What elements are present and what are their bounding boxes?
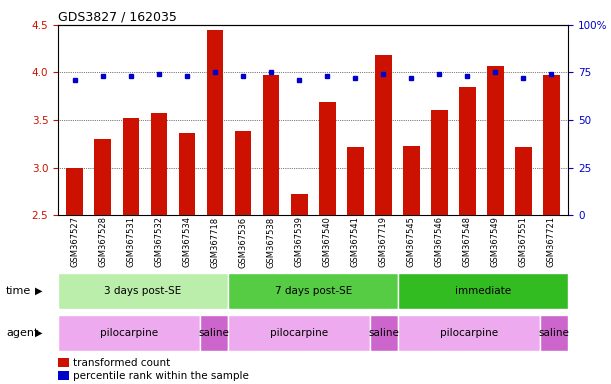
Bar bbox=[228, 273, 398, 309]
Bar bbox=[95, 139, 111, 215]
Bar bbox=[515, 147, 532, 215]
Text: time: time bbox=[6, 286, 31, 296]
Bar bbox=[403, 146, 420, 215]
Bar bbox=[540, 315, 568, 351]
Text: ▶: ▶ bbox=[35, 328, 43, 338]
Bar bbox=[459, 87, 476, 215]
Bar bbox=[58, 273, 228, 309]
Text: agent: agent bbox=[6, 328, 38, 338]
Text: pilocarpine: pilocarpine bbox=[100, 328, 158, 338]
Bar bbox=[487, 66, 503, 215]
Text: immediate: immediate bbox=[455, 286, 511, 296]
Bar bbox=[263, 75, 279, 215]
Bar bbox=[228, 315, 370, 351]
Bar bbox=[291, 194, 307, 215]
Bar bbox=[543, 75, 560, 215]
Text: 7 days post-SE: 7 days post-SE bbox=[274, 286, 352, 296]
Text: GDS3827 / 162035: GDS3827 / 162035 bbox=[58, 11, 177, 24]
Bar bbox=[200, 315, 228, 351]
Bar bbox=[123, 118, 139, 215]
Text: percentile rank within the sample: percentile rank within the sample bbox=[73, 371, 249, 381]
Bar bbox=[375, 55, 392, 215]
Bar bbox=[431, 109, 448, 215]
Bar bbox=[207, 30, 224, 215]
Bar bbox=[67, 167, 83, 215]
Bar bbox=[398, 315, 540, 351]
Text: saline: saline bbox=[368, 328, 400, 338]
Bar bbox=[58, 315, 200, 351]
Text: ▶: ▶ bbox=[35, 286, 43, 296]
Bar bbox=[370, 315, 398, 351]
Text: saline: saline bbox=[199, 328, 229, 338]
Text: pilocarpine: pilocarpine bbox=[440, 328, 498, 338]
Text: pilocarpine: pilocarpine bbox=[270, 328, 328, 338]
Bar bbox=[178, 133, 196, 215]
Bar bbox=[398, 273, 568, 309]
Bar bbox=[150, 113, 167, 215]
Bar bbox=[319, 102, 335, 215]
Text: saline: saline bbox=[539, 328, 569, 338]
Text: 3 days post-SE: 3 days post-SE bbox=[104, 286, 181, 296]
Text: transformed count: transformed count bbox=[73, 358, 170, 368]
Bar bbox=[235, 131, 252, 215]
Bar bbox=[347, 147, 364, 215]
